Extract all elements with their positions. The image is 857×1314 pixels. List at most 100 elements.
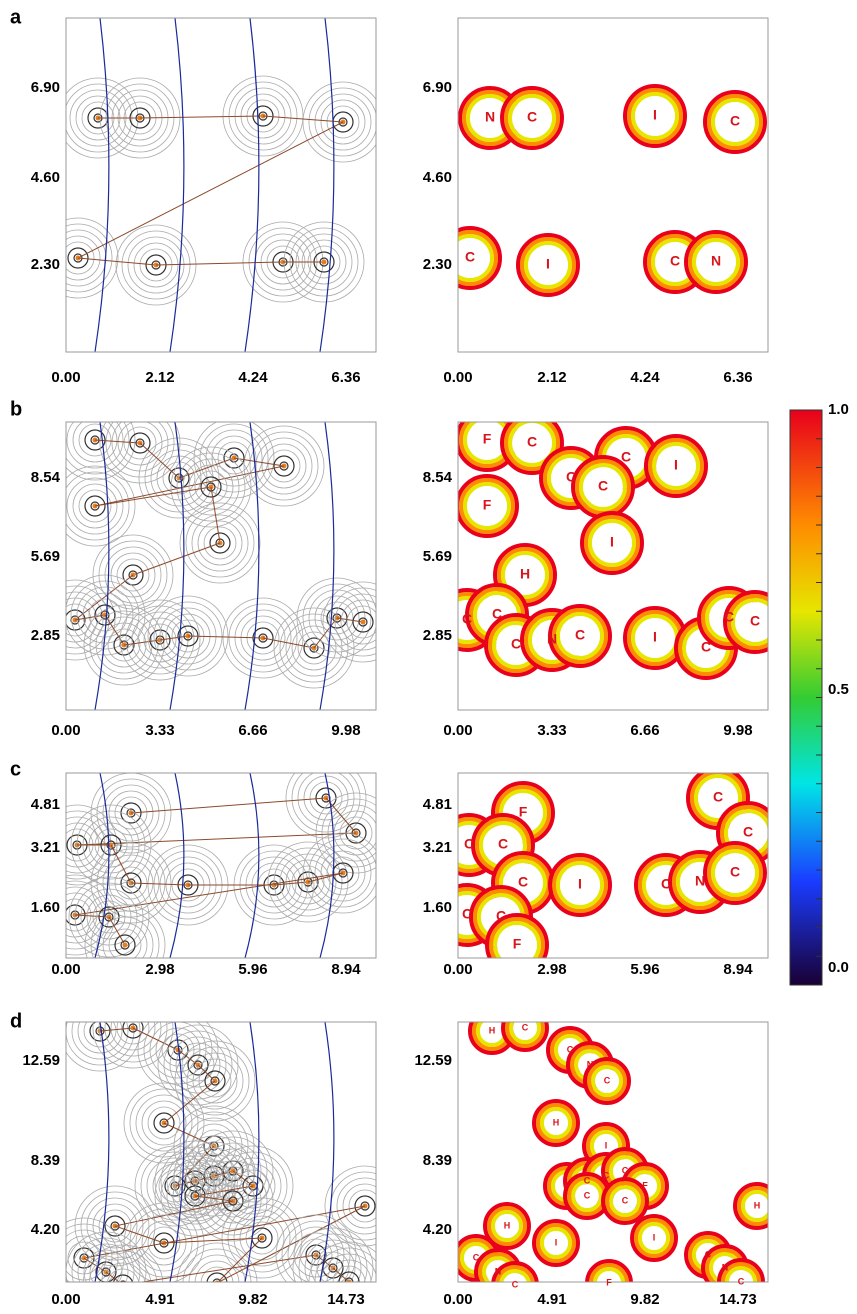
bond-path (110, 844, 132, 884)
colorbar-label: 1.0 (828, 401, 849, 418)
atom-label: H (754, 1200, 761, 1210)
contour-line (106, 1268, 140, 1282)
elf-band (591, 1065, 623, 1097)
plot-frame (457, 772, 769, 959)
bond-path (187, 635, 264, 639)
y-tick-label: 3.21 (423, 839, 452, 856)
contour-line (176, 452, 246, 522)
contour-line (287, 1226, 345, 1282)
contour-line (321, 798, 376, 868)
x-tick-label: 0.00 (443, 961, 472, 978)
contour-line (153, 601, 223, 671)
contour-line (255, 437, 313, 495)
atom-label: C (622, 1195, 629, 1205)
atom-label: C (518, 874, 528, 890)
contour-line (314, 93, 372, 151)
atom-label: N (695, 873, 705, 889)
contour-line (162, 461, 196, 495)
contour-line (149, 629, 171, 651)
contour-line (342, 1183, 376, 1229)
elf-band (524, 241, 572, 289)
contour-line (68, 876, 150, 958)
contour-line (281, 1220, 351, 1282)
contour-line (102, 922, 148, 958)
colorbar-label: 0.0 (828, 959, 849, 976)
atom-label: C (738, 1276, 745, 1286)
x-tick-label: 2.98 (145, 961, 174, 978)
panel-letter: a (10, 6, 22, 28)
bond-path (336, 617, 364, 623)
contour-line (209, 532, 231, 554)
elf-band (605, 1181, 645, 1221)
contour-line (83, 1249, 129, 1282)
contour-line (184, 1185, 206, 1207)
contour-line (66, 465, 136, 547)
contour-line (166, 1167, 224, 1225)
elf-band (504, 90, 560, 146)
contour-line (66, 422, 136, 481)
atom-label: N (485, 109, 495, 125)
bond-path (108, 916, 126, 946)
elf-band (516, 233, 580, 297)
bond-path (104, 614, 125, 646)
atom-label: I (546, 256, 550, 272)
contour-line (176, 1242, 258, 1282)
atom-label: C (701, 639, 711, 655)
elf-core (698, 778, 738, 818)
bond-path (94, 439, 141, 444)
plot-frame (65, 421, 377, 711)
contour-line (125, 605, 195, 675)
contour-line (165, 613, 211, 659)
zero-flux-line (169, 773, 185, 958)
atom-label: C (750, 613, 760, 629)
contour-line (92, 1203, 138, 1249)
contour-line (66, 1235, 107, 1281)
contour-line (74, 882, 144, 952)
atom-label: N (547, 631, 557, 647)
elf-band (505, 1022, 545, 1048)
contour-line (110, 552, 156, 598)
contour-line (66, 574, 146, 656)
contour-line (163, 1030, 233, 1100)
elf-band (630, 1214, 678, 1262)
atom-label: I (653, 1232, 656, 1242)
contour-line (180, 1046, 250, 1116)
contour-line (192, 1058, 238, 1104)
elf-band (458, 474, 519, 538)
elf-core (544, 1111, 568, 1135)
elf-core (544, 1231, 568, 1255)
x-tick-label: 0.00 (51, 722, 80, 739)
atom-label: C (527, 434, 537, 450)
contour-line (234, 609, 292, 667)
elf-band (688, 234, 744, 290)
contour-line (67, 247, 89, 269)
zero-flux-line (169, 422, 185, 710)
contour-line (74, 1185, 156, 1267)
contour-line (141, 1220, 187, 1266)
contour-line (212, 1278, 222, 1282)
contour-line (338, 1271, 360, 1282)
atom-label: C (566, 469, 576, 485)
contour-line (86, 1197, 144, 1255)
elf-band (588, 519, 636, 567)
atom-label: C (522, 1022, 529, 1032)
contour-line (66, 422, 124, 469)
elf-band (493, 921, 541, 958)
contour-line (302, 81, 376, 163)
contour-line (83, 604, 165, 686)
atom-label: I (555, 1237, 558, 1247)
elf-core (470, 98, 510, 138)
elf-plot (458, 1022, 768, 1282)
elf-band (723, 590, 768, 654)
bond-path (139, 1254, 317, 1282)
atom-label: F (483, 431, 492, 447)
contour-line (215, 538, 225, 548)
elf-plot (458, 422, 768, 680)
bond-path (262, 115, 344, 123)
contour-line (135, 1094, 193, 1152)
elf-band (652, 442, 700, 490)
zero-flux-line (319, 18, 335, 352)
bond-path (132, 542, 221, 576)
contour-line (297, 631, 331, 665)
contour-line (198, 1064, 232, 1098)
